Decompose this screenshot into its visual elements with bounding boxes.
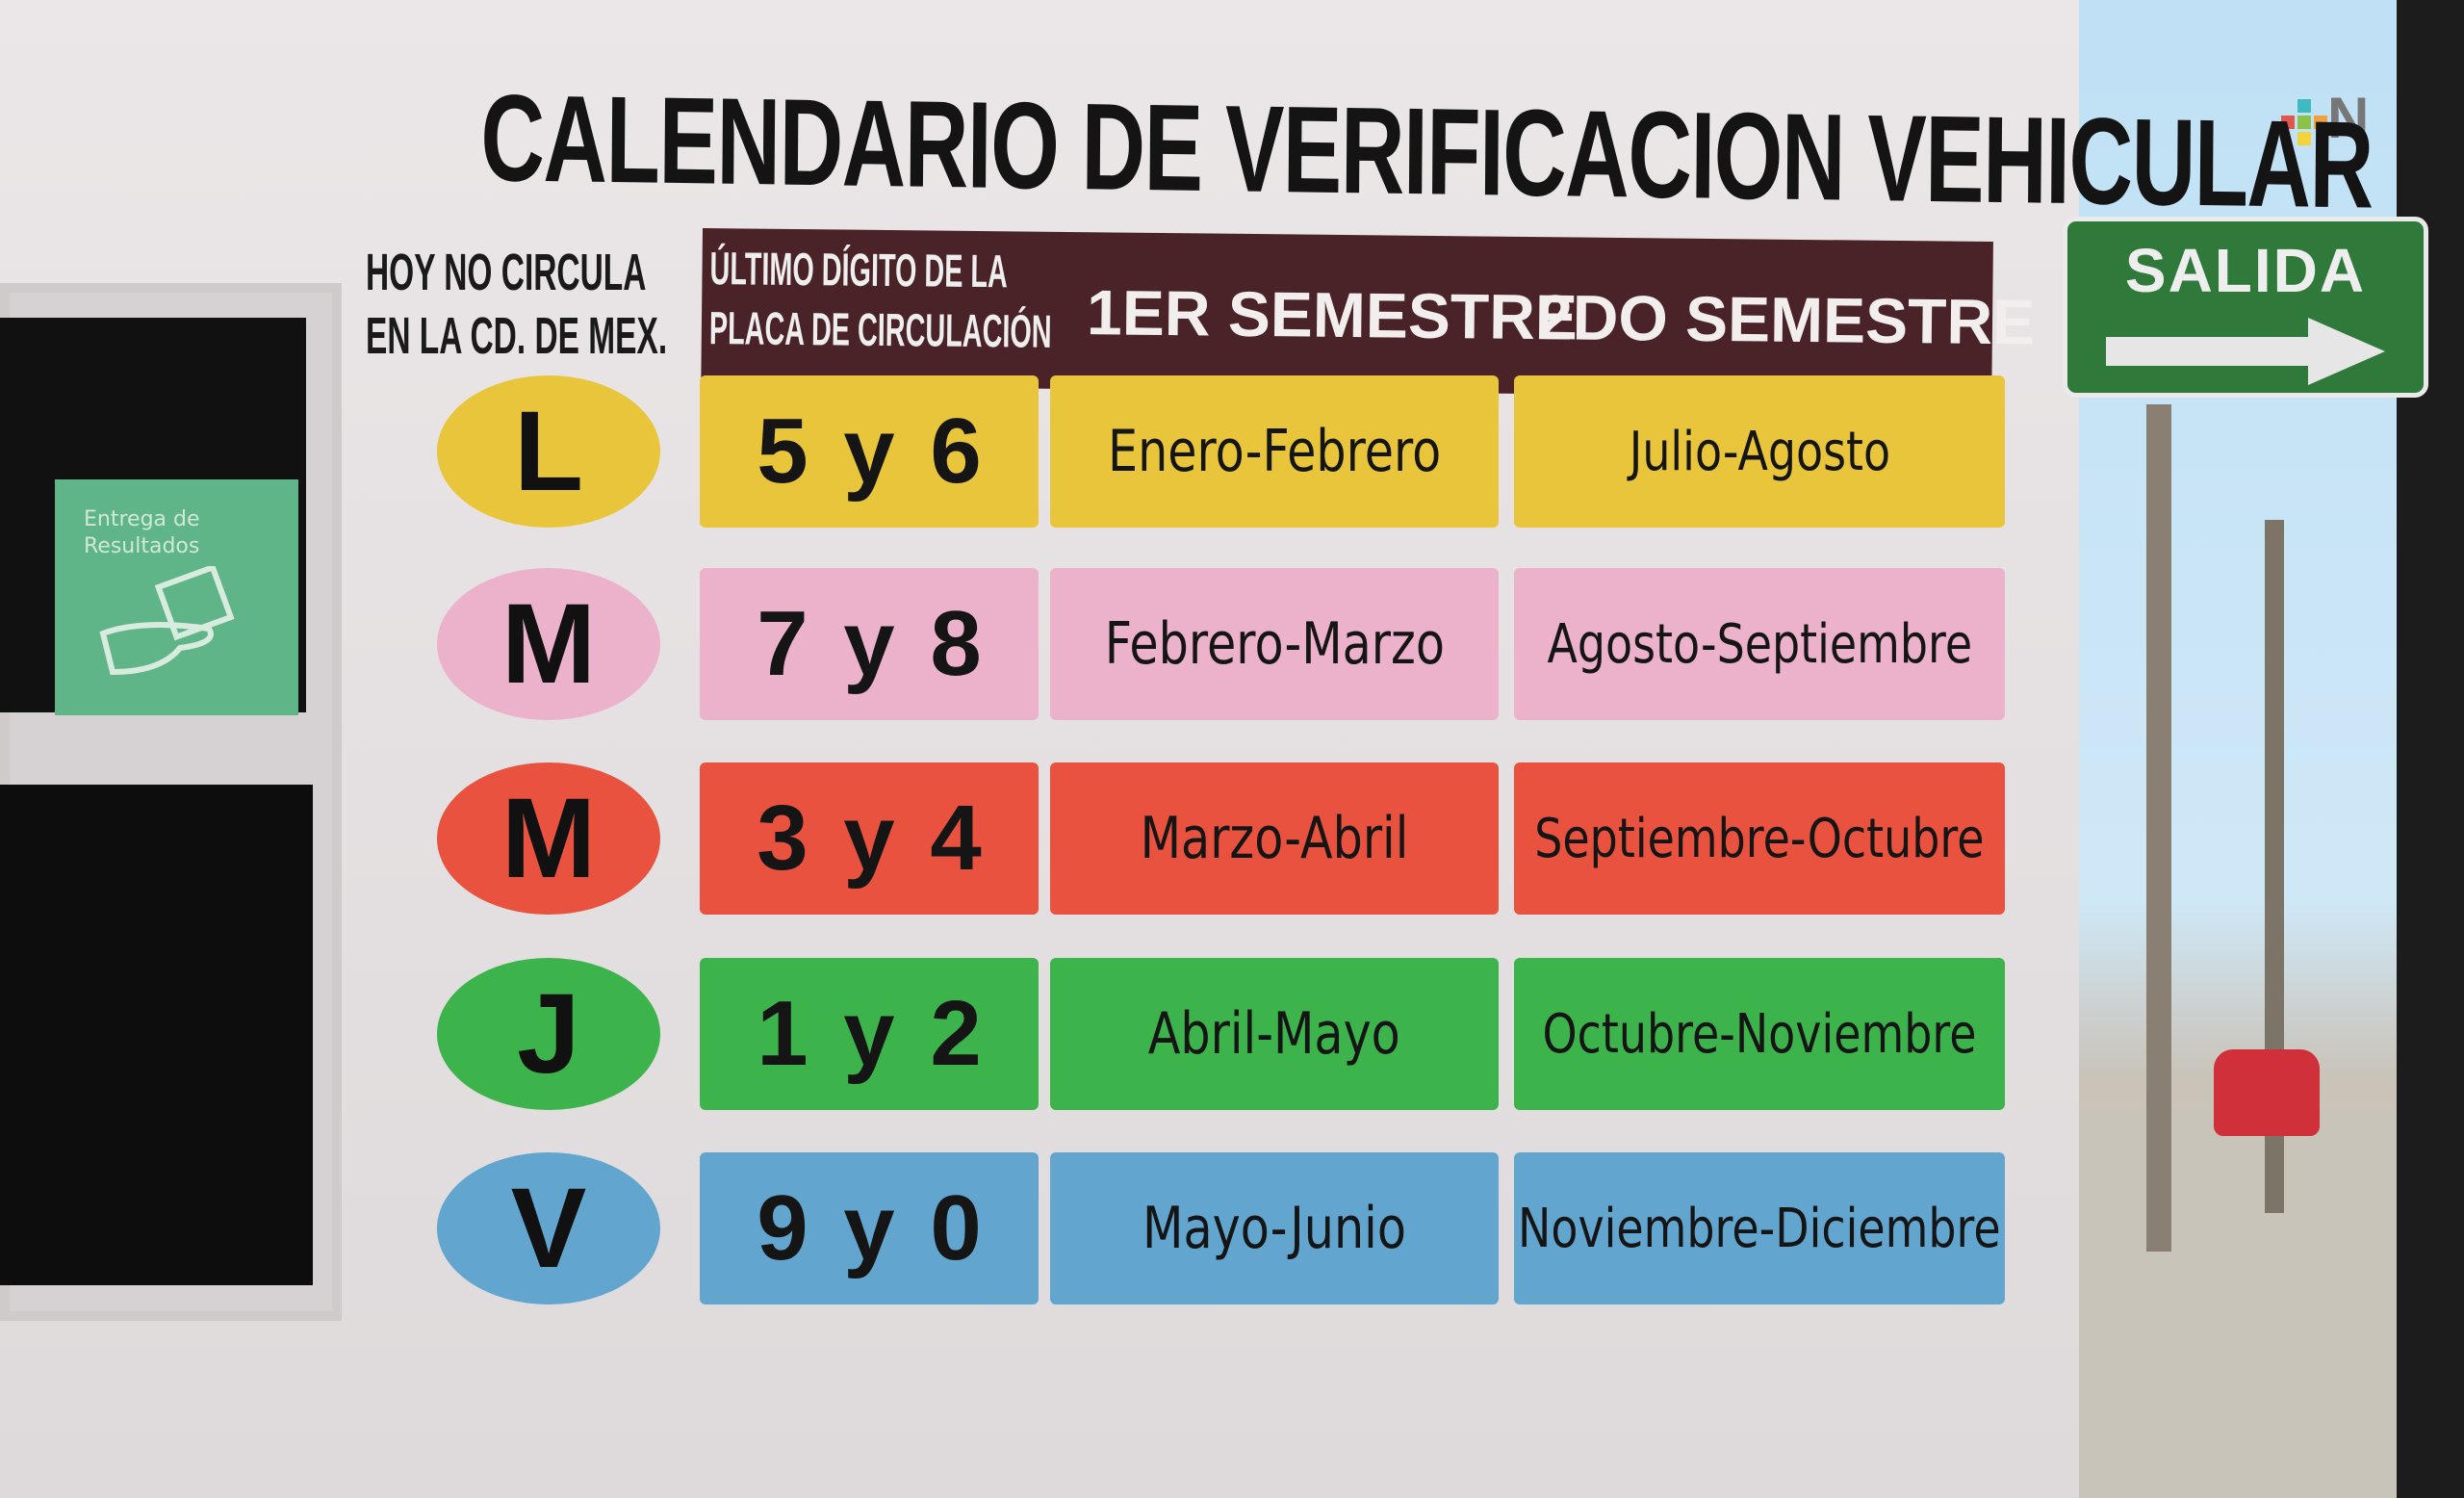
sem2-text: Octubre-Noviembre bbox=[1542, 1002, 1977, 1066]
sem2-months: Septiembre-Octubre bbox=[1514, 762, 2005, 915]
header-line: ÚLTIMO DÍGITO DE LA bbox=[709, 244, 1009, 298]
watermark-letter: N bbox=[2327, 86, 2370, 150]
results-sign-line: Entrega de bbox=[84, 507, 200, 531]
hoy-no-circula-label: HOY NO CIRCULA EN LA CD. DE MEX. bbox=[366, 241, 668, 368]
page-title: CALENDARIO DE VERIFICACION VEHICULAR bbox=[479, 68, 2374, 235]
sem1-months: Mayo-Junio bbox=[1050, 1152, 1499, 1304]
window-pane bbox=[0, 785, 313, 1285]
header-sem1: 1ER SEMESTRE bbox=[1086, 276, 1578, 353]
arrow-right-icon bbox=[2106, 318, 2385, 385]
sem1-months: Enero-Febrero bbox=[1050, 375, 1499, 528]
header-sem2: 2DO SEMESTRE bbox=[1536, 281, 2036, 358]
header-digit-column: ÚLTIMO DÍGITO DE LA PLACA DE CIRCULACIÓN bbox=[709, 240, 1053, 363]
watermark-logo: N bbox=[2281, 85, 2369, 151]
plate-digits: 9 y 0 bbox=[700, 1152, 1039, 1304]
side-label-line: HOY NO CIRCULA bbox=[366, 244, 647, 301]
sem1-text: Abril-Mayo bbox=[1147, 1000, 1401, 1068]
table-row: M 3 y 4 Marzo-Abril Septiembre-Octubre bbox=[0, 762, 2079, 917]
sem2-text: Septiembre-Octubre bbox=[1534, 807, 1985, 870]
red-car bbox=[2214, 1049, 2320, 1136]
sem2-months: Julio-Agosto bbox=[1514, 375, 2005, 528]
sem2-text: Julio-Agosto bbox=[1629, 420, 1890, 483]
day-circle: M bbox=[437, 762, 660, 915]
table-row: M 7 y 8 Febrero-Marzo Agosto-Septiembre bbox=[0, 568, 2079, 722]
day-circle: J bbox=[437, 958, 660, 1110]
sem1-months: Marzo-Abril bbox=[1050, 762, 1499, 915]
results-sign: Entrega de Resultados bbox=[55, 479, 298, 715]
salida-sign: SALIDA bbox=[2063, 217, 2428, 398]
day-circle: L bbox=[437, 375, 660, 528]
plate-digits: 5 y 6 bbox=[700, 375, 1039, 528]
table-header: ÚLTIMO DÍGITO DE LA PLACA DE CIRCULACIÓN… bbox=[701, 228, 2036, 400]
plate-digits: 1 y 2 bbox=[700, 958, 1039, 1110]
table-row: L 5 y 6 Enero-Febrero Julio-Agosto bbox=[0, 375, 2079, 529]
sem1-text: Febrero-Marzo bbox=[1104, 610, 1445, 678]
side-label-line: EN LA CD. DE MEX. bbox=[366, 307, 668, 365]
plate-digits: 7 y 8 bbox=[700, 568, 1039, 720]
salida-text: SALIDA bbox=[2124, 236, 2367, 305]
header-line: PLACA DE CIRCULACIÓN bbox=[708, 303, 1052, 358]
sem1-text: Mayo-Junio bbox=[1142, 1195, 1406, 1262]
table-row: J 1 y 2 Abril-Mayo Octubre-Noviembre bbox=[0, 958, 2079, 1112]
sem1-text: Marzo-Abril bbox=[1140, 805, 1409, 872]
table-row: V 9 y 0 Mayo-Junio Noviembre-Diciembre bbox=[0, 1152, 2079, 1306]
sem2-text: Noviembre-Diciembre bbox=[1518, 1197, 2001, 1260]
day-circle: V bbox=[437, 1152, 660, 1304]
logo-cross-icon bbox=[2281, 99, 2327, 146]
sem1-text: Enero-Febrero bbox=[1107, 418, 1442, 485]
hand-document-icon bbox=[99, 563, 235, 676]
sem2-months: Octubre-Noviembre bbox=[1514, 958, 2005, 1110]
sem1-months: Febrero-Marzo bbox=[1050, 568, 1499, 720]
sem2-text: Agosto-Septiembre bbox=[1547, 612, 1972, 676]
sem2-months: Agosto-Septiembre bbox=[1514, 568, 2005, 720]
plate-digits: 3 y 4 bbox=[700, 762, 1039, 915]
utility-pole bbox=[2265, 520, 2284, 1213]
sem1-months: Abril-Mayo bbox=[1050, 958, 1499, 1110]
results-sign-line: Resultados bbox=[84, 534, 200, 558]
utility-pole bbox=[2146, 404, 2171, 1252]
sem2-months: Noviembre-Diciembre bbox=[1514, 1152, 2005, 1304]
day-circle: M bbox=[437, 568, 660, 720]
